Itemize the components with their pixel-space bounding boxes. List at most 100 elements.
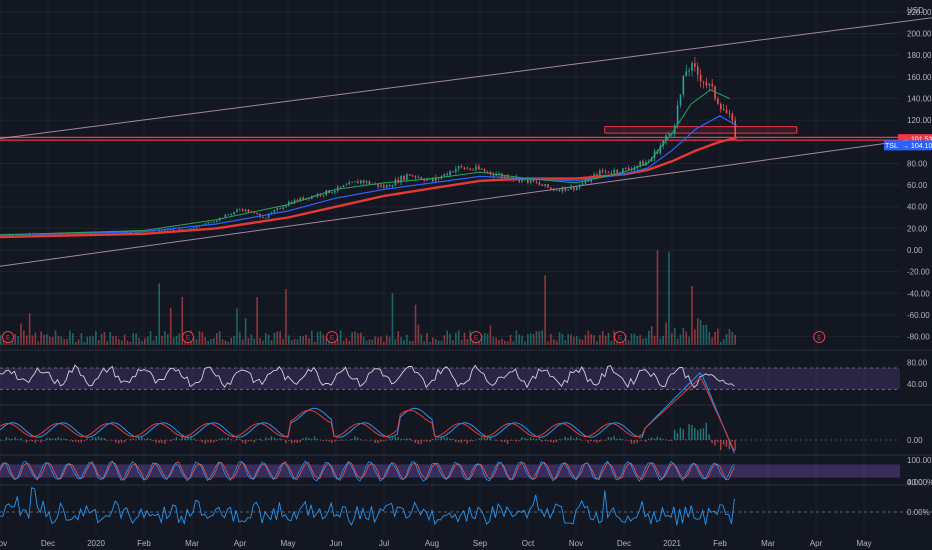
candle-body	[725, 110, 728, 114]
candle-body	[722, 108, 725, 111]
candle-body	[593, 174, 595, 178]
macd-histogram-bar	[613, 435, 615, 440]
candle-body	[420, 177, 423, 180]
candle-body	[694, 63, 696, 67]
macd-histogram-bar	[650, 437, 653, 440]
macd-histogram-bar	[544, 440, 546, 441]
time-tick-label: Oct	[522, 539, 535, 548]
candle-body	[239, 209, 241, 211]
volume-bar	[31, 335, 34, 345]
volume-bar	[599, 335, 601, 345]
candle-body	[538, 182, 541, 185]
price-tag-label: → 104.10	[902, 143, 932, 150]
macd-histogram-bar	[397, 437, 399, 440]
macd-histogram-bar	[432, 438, 434, 440]
candle-body	[273, 210, 276, 213]
candle-body	[685, 71, 688, 77]
volume-bar	[731, 332, 734, 345]
volume-bar	[276, 331, 279, 345]
macd-histogram-bar	[270, 436, 273, 440]
macd-histogram-bar	[20, 438, 22, 440]
time-tick-label: Jun	[330, 539, 343, 548]
earnings-label: E	[474, 336, 478, 342]
volume-bar	[434, 339, 437, 345]
macd-histogram-bar	[426, 440, 428, 442]
volume-bar	[501, 338, 503, 345]
volume-bar	[624, 335, 627, 345]
candle-body	[339, 186, 342, 188]
time-tick-label: Mar	[185, 539, 199, 548]
volume-bar	[167, 334, 169, 345]
macd-histogram-bar	[161, 440, 163, 444]
candle-body	[120, 232, 123, 234]
macd-histogram-bar	[241, 440, 244, 443]
candle-body	[167, 229, 169, 231]
time-axis[interactable]: Nov Dec 2020 Feb Mar Apr May Jun Jul Aug Sep Oct Nov…	[0, 539, 872, 548]
macd-histogram-bar	[437, 438, 440, 440]
macd-histogram-bar	[187, 437, 189, 440]
candle-body	[37, 234, 40, 236]
macd-histogram-bar	[120, 440, 123, 443]
macd-histogram-bar	[550, 440, 552, 442]
price-tick-label: 220.00	[907, 8, 932, 17]
candle-body	[403, 175, 405, 180]
macd-histogram-bar	[495, 440, 497, 441]
candle-body	[567, 189, 569, 191]
candle-body	[204, 223, 207, 225]
rsi-line	[0, 364, 735, 389]
volume-bar	[705, 324, 708, 345]
volume-bar	[535, 331, 538, 345]
volume-bar	[288, 335, 290, 345]
candle-body	[489, 171, 492, 174]
macd-histogram-bar	[469, 440, 471, 442]
price-tick-label: 0.00	[907, 246, 923, 255]
volume-bar	[512, 341, 515, 345]
macd-histogram-bar	[190, 437, 192, 440]
candle-body	[696, 66, 699, 75]
indicator-tick-label: 40.00	[907, 380, 928, 389]
trend-channel[interactable]	[0, 14, 932, 267]
macd-histogram-bar	[123, 440, 126, 443]
candle-body	[576, 187, 578, 190]
volume-bar	[141, 341, 143, 345]
macd-histogram-bar	[233, 440, 235, 441]
price-tick-label: 20.00	[907, 224, 928, 233]
macd-histogram-bar	[31, 440, 34, 442]
macd-histogram-bar	[570, 436, 572, 440]
volume-bar	[679, 334, 682, 345]
candle-body	[348, 182, 351, 185]
volume-bar	[282, 339, 284, 345]
macd-histogram-bar	[411, 440, 414, 441]
candle-body	[190, 228, 192, 230]
volume-bar	[351, 332, 353, 345]
earnings-marker	[2, 331, 14, 343]
candle-body	[296, 199, 299, 202]
volume-bar	[547, 341, 549, 345]
macd-histogram-bar	[541, 440, 543, 442]
volume-bar	[440, 340, 443, 345]
earnings-label: E	[330, 336, 334, 342]
macd-histogram-bar	[599, 440, 601, 443]
volume-bar	[267, 334, 270, 345]
volume-bar	[339, 330, 342, 345]
volume-bar	[457, 330, 460, 345]
macd-histogram-bar	[0, 439, 2, 441]
macd-histogram-bar	[573, 438, 575, 440]
volume-bar	[146, 336, 149, 345]
macd-histogram-bar	[408, 438, 411, 440]
macd-histogram-bar	[51, 438, 54, 440]
candle-body	[622, 168, 624, 174]
macd-histogram-bar	[40, 440, 42, 443]
volume-bar	[198, 331, 201, 345]
macd-histogram-bar	[313, 436, 316, 440]
macd-histogram-bar	[164, 440, 166, 445]
price-axis[interactable]: USD 220.00 200.00 180.00 160.00 140.00 120.00…	[907, 6, 932, 517]
volume-bar	[23, 330, 25, 345]
time-tick-label: Feb	[713, 539, 727, 548]
volume-bar	[192, 337, 195, 345]
candle-body	[247, 209, 250, 213]
candle-body	[446, 173, 448, 176]
earnings-label: E	[6, 336, 10, 342]
